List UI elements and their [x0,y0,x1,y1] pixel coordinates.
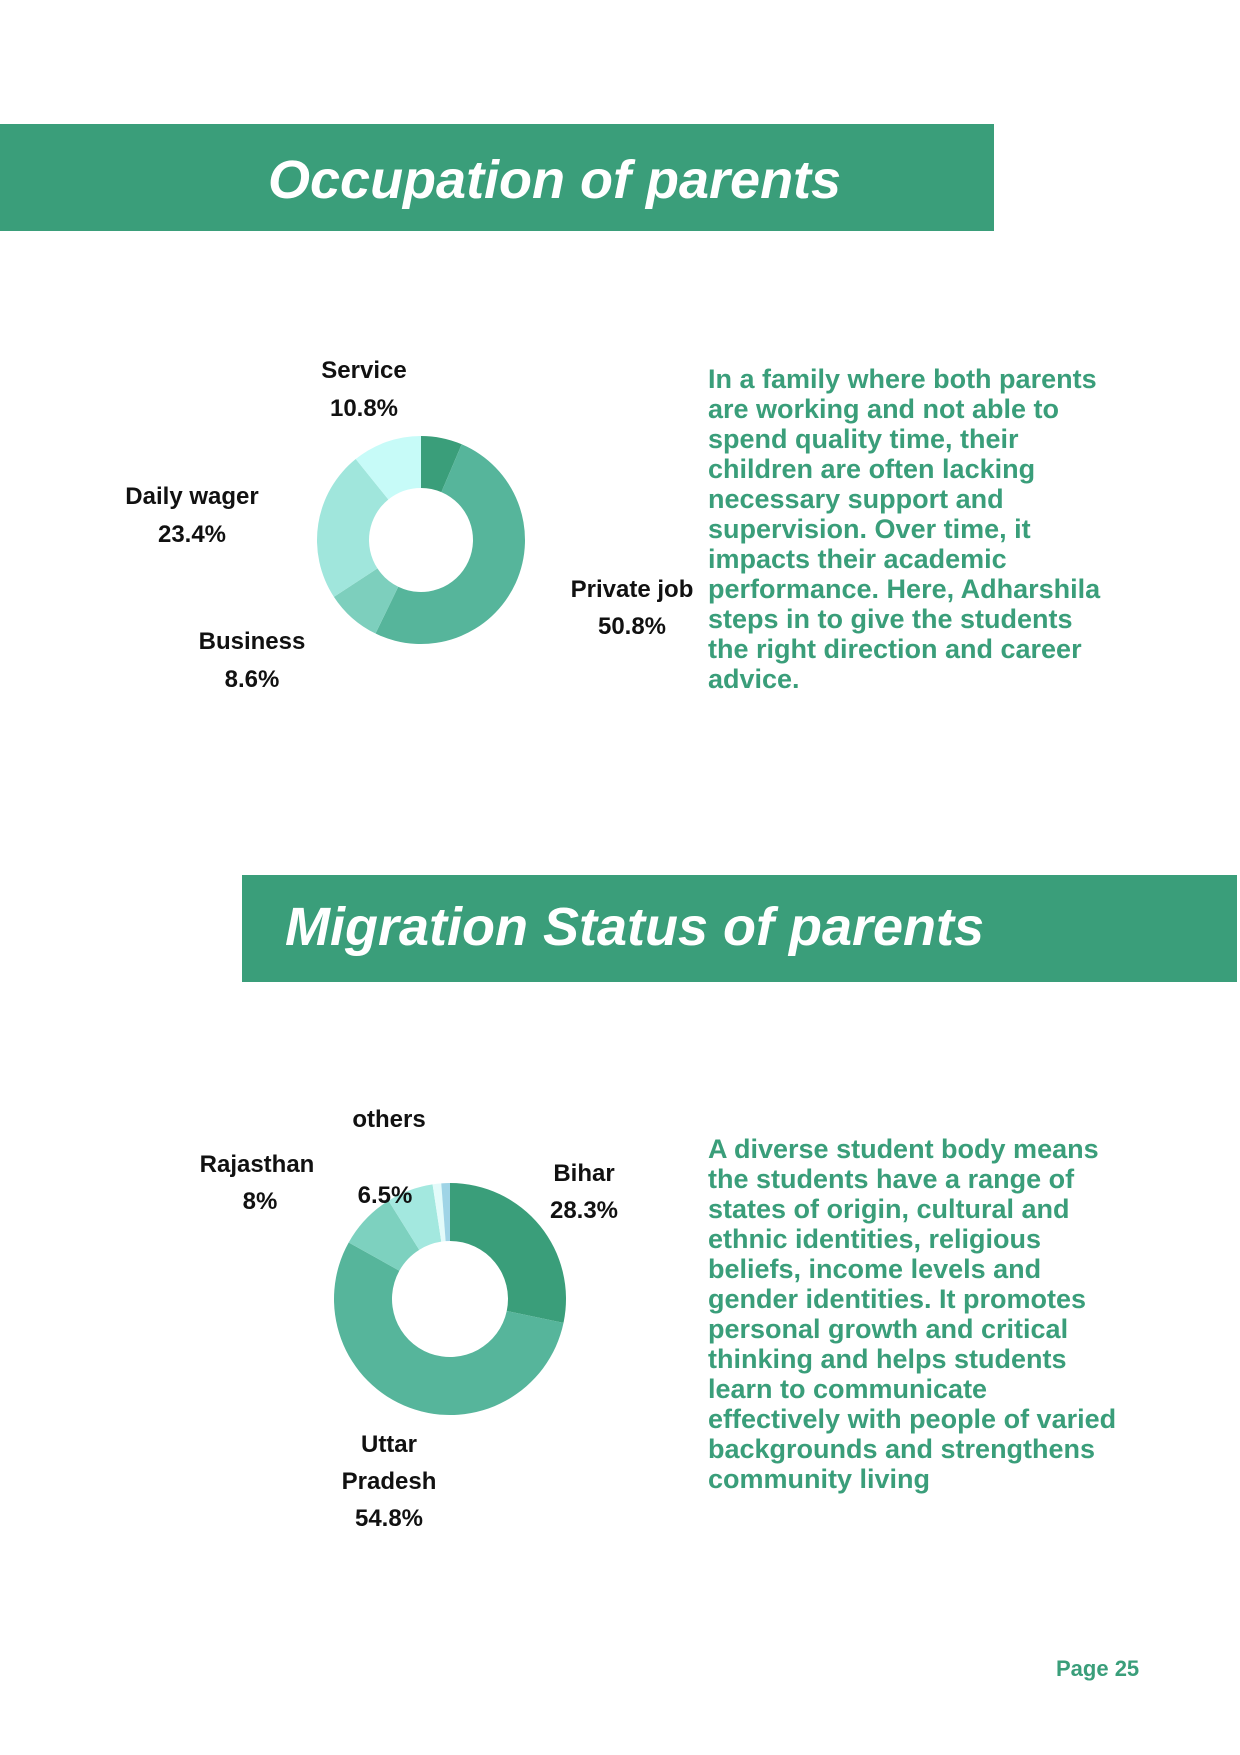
section-title: Migration Status of parents [285,897,985,957]
slice-label: Rajasthan [199,1150,315,1178]
description: A diverse student body means the student… [708,1134,1117,1494]
donut-slice [388,1184,442,1250]
value-label: 28.3% [549,1196,619,1224]
banner [242,875,1237,982]
donut-slice [317,459,389,597]
slice-label: Bihar [553,1159,615,1187]
description: In a family where both parents are worki… [708,364,1101,694]
donut-slice [333,568,399,634]
donut-slice [421,436,462,493]
donut-slice [355,436,421,500]
slice-label: Service [321,356,407,384]
value-label: 8% [242,1187,278,1215]
value-label: 6.5% [357,1181,413,1209]
donut-slice [375,444,526,645]
donut-slice [432,1183,446,1242]
donut-slice [450,1183,566,1323]
section-title: Occupation of parents [268,150,842,210]
slice-label: Business [198,627,306,655]
value-label: 23.4% [157,520,227,548]
donut-slice [441,1183,450,1242]
value-label: 8.6% [224,665,280,693]
value-label: 10.8% [329,394,399,422]
slice-label: Uttar Pradesh [341,1430,437,1495]
donut-slice [333,1242,564,1416]
slice-label: others [352,1105,426,1133]
slice-label: Private job [570,575,694,603]
value-label: 54.8% [354,1504,424,1532]
value-label: 50.8% [597,612,667,640]
donut-slice [348,1200,420,1271]
banner [0,124,994,231]
slice-label: Daily wager [125,482,259,510]
page-number: Page 25 [1056,1656,1140,1681]
